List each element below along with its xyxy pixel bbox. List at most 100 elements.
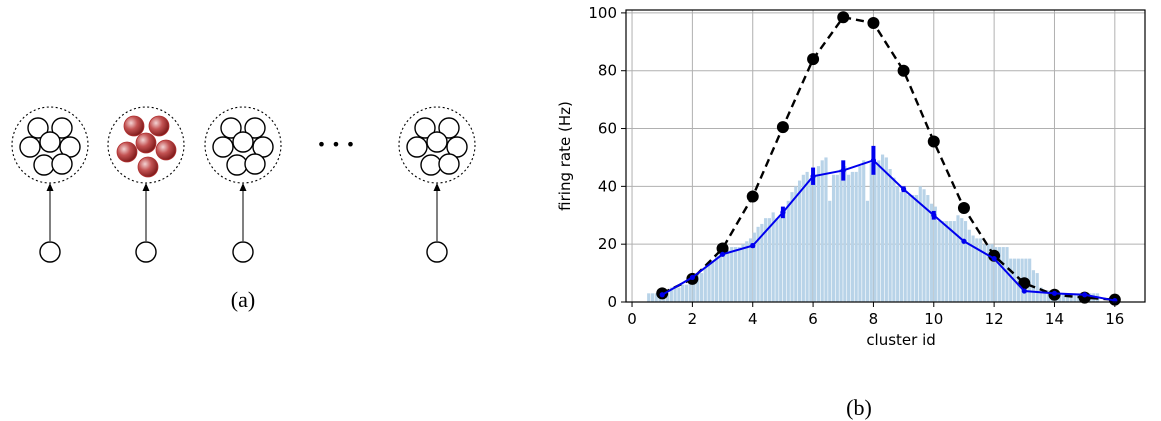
- histogram-bar: [779, 215, 783, 302]
- neuron: [244, 153, 266, 175]
- histogram-bar: [1046, 290, 1051, 302]
- y-axis-label: firing rate (Hz): [556, 101, 574, 211]
- histogram-bar: [918, 186, 922, 302]
- series-layer: [656, 11, 1121, 306]
- series-1-point: [746, 190, 759, 203]
- histogram-bar: [986, 244, 990, 302]
- histogram-bar: [952, 221, 956, 302]
- histogram-bar: [831, 174, 836, 302]
- arrow-head: [142, 183, 150, 191]
- cluster-4: [398, 106, 476, 263]
- input-neuron: [39, 241, 61, 263]
- histogram-bar: [880, 154, 885, 302]
- histogram-bar: [756, 226, 760, 302]
- histogram-bar: [805, 171, 809, 302]
- series-2-point: [901, 186, 907, 192]
- series-2-point: [1082, 292, 1088, 298]
- series-2-point: [689, 274, 695, 281]
- histogram-bar: [677, 287, 681, 302]
- ellipsis-dots: • • •: [317, 135, 355, 154]
- histogram-bar: [975, 238, 979, 302]
- histogram-bar: [692, 275, 696, 302]
- histogram-bar: [722, 249, 726, 302]
- histogram-bar: [718, 252, 722, 302]
- histogram-bar: [665, 293, 670, 302]
- histogram-bar: [797, 180, 802, 302]
- series-2-point: [870, 157, 877, 163]
- active-neuron: [135, 132, 157, 154]
- x-tick-label: 8: [869, 310, 879, 328]
- neuron: [33, 154, 55, 176]
- histogram-bar: [854, 171, 858, 302]
- series-1-point: [776, 121, 789, 134]
- histogram-bar: [922, 189, 926, 302]
- histogram-bar: [933, 206, 937, 302]
- histogram-bar: [971, 235, 975, 302]
- series-2-point: [961, 238, 967, 244]
- series-1-line: [661, 15, 1115, 301]
- histogram-bar: [858, 166, 862, 302]
- input-neuron: [232, 241, 254, 263]
- panel-a-caption: (a): [231, 287, 255, 312]
- histogram-bar: [907, 195, 911, 302]
- histogram-bar: [824, 157, 828, 302]
- histogram-bar: [703, 267, 707, 302]
- histogram-bar: [903, 192, 907, 302]
- series-2-point: [659, 292, 665, 298]
- histogram-bar: [877, 160, 881, 302]
- histogram-bar: [926, 195, 930, 302]
- firing-rate-chart: 0 2 4 6 8 10 12 14 16 0 20 40 60 80 100 cluster id fir…: [556, 4, 1146, 349]
- histogram-bar: [1028, 258, 1032, 302]
- histogram-bar: [911, 195, 915, 302]
- active-neuron: [116, 141, 138, 163]
- histogram-bar: [801, 174, 805, 302]
- histogram-bar: [748, 238, 753, 302]
- histogram-bar: [862, 160, 866, 302]
- x-tick-label: 12: [985, 310, 1004, 328]
- histogram-bar: [982, 244, 986, 302]
- histogram-bar: [850, 171, 854, 302]
- series-1-point: [837, 11, 850, 24]
- histogram-bar: [699, 273, 704, 302]
- histogram-bar: [816, 166, 821, 302]
- histogram-bar: [782, 209, 787, 302]
- histogram-bar: [1035, 273, 1039, 302]
- y-tick-label: 20: [598, 235, 617, 253]
- neuron: [226, 154, 248, 176]
- histogram-bar: [771, 212, 775, 302]
- x-tick-label: 4: [748, 310, 758, 328]
- neuron: [232, 131, 254, 153]
- y-tick-label: 80: [598, 62, 617, 80]
- x-tick-label: 2: [688, 310, 698, 328]
- neuron: [406, 136, 428, 158]
- series-2-point: [810, 173, 816, 179]
- histogram-bar: [956, 215, 960, 302]
- histogram-bar: [669, 287, 673, 302]
- histogram-bar: [1062, 293, 1066, 302]
- histogram-bar: [775, 218, 779, 302]
- cluster-2: [107, 106, 185, 263]
- histogram-bar: [884, 157, 888, 302]
- histogram-bar: [835, 174, 839, 302]
- histogram-bar: [650, 293, 655, 302]
- input-neuron: [426, 241, 448, 263]
- series-1-point: [716, 242, 729, 255]
- histogram-bar: [1043, 290, 1047, 302]
- histogram-bar: [1009, 258, 1013, 302]
- neuron: [438, 153, 460, 175]
- histogram-bar: [963, 221, 968, 302]
- x-tick-label: 6: [808, 310, 818, 328]
- histogram-bar: [979, 238, 983, 302]
- histogram-bar: [820, 160, 824, 302]
- series-2-point: [1021, 288, 1027, 294]
- histogram-bar: [948, 221, 953, 302]
- histogram-bar: [1001, 247, 1005, 302]
- y-tick-label: 40: [598, 177, 617, 195]
- input-neuron: [135, 241, 157, 263]
- histogram-bar: [809, 180, 813, 302]
- x-axis-label: cluster id: [866, 331, 935, 349]
- x-tick-label: 0: [627, 310, 637, 328]
- x-tick-label: 16: [1105, 310, 1124, 328]
- histogram-bar: [733, 247, 738, 302]
- histogram-bar: [813, 174, 817, 302]
